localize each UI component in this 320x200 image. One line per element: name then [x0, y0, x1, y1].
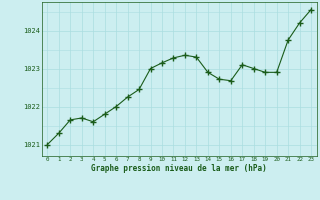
- X-axis label: Graphe pression niveau de la mer (hPa): Graphe pression niveau de la mer (hPa): [91, 164, 267, 173]
